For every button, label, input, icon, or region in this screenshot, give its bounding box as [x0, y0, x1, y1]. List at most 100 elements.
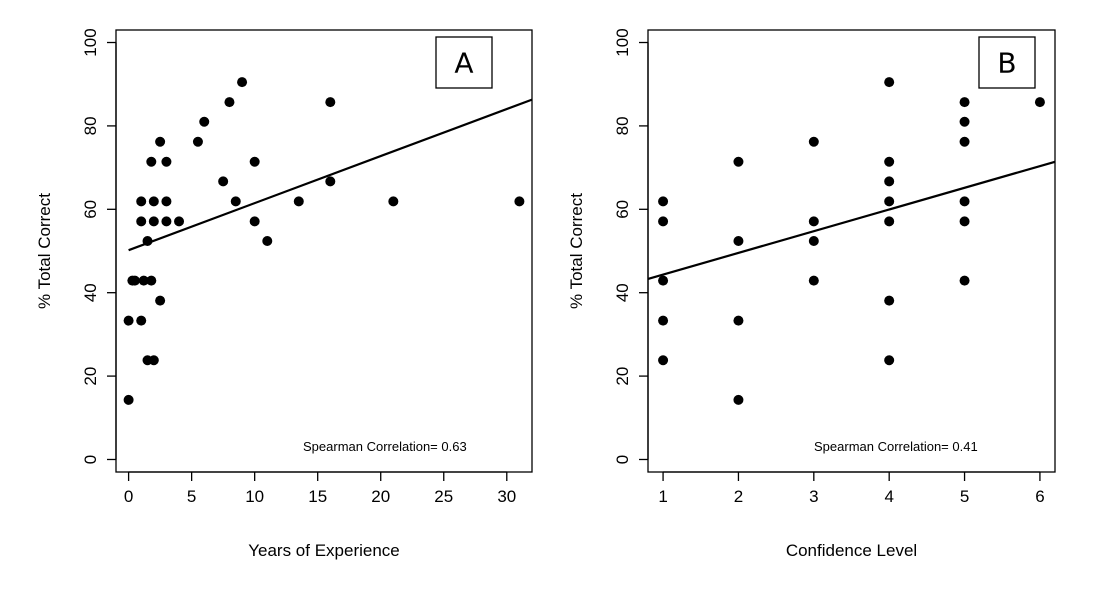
y-tick-label: 80 — [81, 116, 100, 135]
data-point — [808, 216, 819, 227]
data-point — [123, 394, 134, 405]
data-point — [514, 196, 525, 207]
data-point — [218, 176, 229, 187]
x-axis-title: Confidence Level — [786, 541, 917, 560]
fit-line — [647, 160, 1056, 280]
panel-a: 0 5 10 15 20 25 30 0 20 40 60 80 100 Years of Experie… — [35, 28, 533, 560]
data-point — [192, 136, 203, 147]
data-point — [123, 315, 134, 326]
x-tick-label: 1 — [658, 487, 667, 506]
data-point — [142, 235, 153, 246]
correlation-annotation: Spearman Correlation= 0.63 — [303, 439, 467, 454]
y-tick-label: 60 — [613, 200, 632, 219]
data-point — [325, 176, 336, 187]
x-tick-label: 3 — [809, 487, 818, 506]
data-point — [658, 355, 669, 366]
fit-line — [128, 98, 533, 252]
x-axis-title: Years of Experience — [248, 541, 400, 560]
data-point — [808, 275, 819, 286]
data-point — [148, 216, 159, 227]
x-tick-label: 5 — [960, 487, 969, 506]
data-point — [658, 216, 669, 227]
data-point — [161, 216, 172, 227]
data-point — [199, 116, 210, 127]
data-point — [129, 275, 140, 286]
data-point — [161, 156, 172, 167]
data-point — [174, 216, 185, 227]
data-point — [262, 235, 273, 246]
data-point — [733, 235, 744, 246]
data-point — [388, 196, 399, 207]
data-point — [884, 355, 895, 366]
data-point — [148, 355, 159, 366]
data-point — [808, 136, 819, 147]
data-point — [1034, 97, 1045, 108]
data-point — [884, 77, 895, 88]
y-axis-title: % Total Correct — [35, 193, 54, 309]
data-point — [224, 97, 235, 108]
data-point — [136, 315, 147, 326]
data-point — [155, 295, 166, 306]
data-point — [293, 196, 304, 207]
y-tick-label: 40 — [613, 283, 632, 302]
x-tick-label: 2 — [734, 487, 743, 506]
y-tick-label: 20 — [613, 367, 632, 386]
y-tick-label: 100 — [81, 28, 100, 56]
panel-label: B — [997, 47, 1016, 80]
data-point — [138, 275, 149, 286]
data-point — [959, 275, 970, 286]
data-point — [658, 275, 669, 286]
data-point — [884, 176, 895, 187]
y-axis-title: % Total Correct — [567, 193, 586, 309]
y-tick-label: 80 — [613, 116, 632, 135]
data-point — [325, 97, 336, 108]
data-point — [733, 315, 744, 326]
data-point — [959, 136, 970, 147]
x-tick-label: 15 — [308, 487, 327, 506]
data-point — [884, 295, 895, 306]
panel-label-box — [435, 36, 493, 89]
x-tick-label: 0 — [124, 487, 133, 506]
y-tick-label: 100 — [613, 28, 632, 56]
data-point — [959, 196, 970, 207]
data-point — [237, 77, 248, 88]
panel-label-box — [978, 36, 1036, 89]
y-tick-label: 0 — [613, 455, 632, 464]
data-point — [148, 196, 159, 207]
plot-frame — [647, 29, 1056, 473]
data-point — [230, 196, 241, 207]
data-point — [658, 196, 669, 207]
x-tick-label: 5 — [187, 487, 196, 506]
data-point — [658, 315, 669, 326]
data-point — [136, 216, 147, 227]
data-point — [733, 156, 744, 167]
x-tick-label: 20 — [371, 487, 390, 506]
plot-frame — [115, 29, 533, 473]
y-tick-label: 20 — [81, 367, 100, 386]
data-point — [146, 275, 157, 286]
data-point — [959, 116, 970, 127]
data-point — [733, 394, 744, 405]
correlation-annotation: Spearman Correlation= 0.41 — [814, 439, 978, 454]
y-tick-label: 60 — [81, 200, 100, 219]
panel-label: A — [454, 47, 473, 80]
data-point — [249, 156, 260, 167]
data-point — [959, 97, 970, 108]
data-point — [146, 156, 157, 167]
data-point — [884, 216, 895, 227]
x-tick-label: 30 — [497, 487, 516, 506]
data-point — [884, 196, 895, 207]
data-point — [249, 216, 260, 227]
x-tick-label: 10 — [245, 487, 264, 506]
data-point — [808, 235, 819, 246]
data-point — [136, 196, 147, 207]
y-tick-label: 40 — [81, 283, 100, 302]
data-point — [884, 156, 895, 167]
data-point — [959, 216, 970, 227]
x-tick-label: 4 — [884, 487, 893, 506]
x-tick-label: 6 — [1035, 487, 1044, 506]
x-tick-label: 25 — [434, 487, 453, 506]
y-tick-label: 0 — [81, 455, 100, 464]
